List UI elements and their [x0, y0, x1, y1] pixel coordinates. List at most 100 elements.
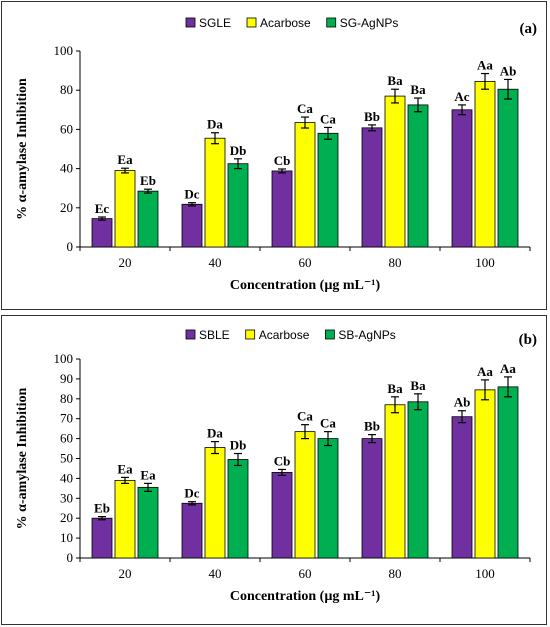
data-label: Dc — [184, 486, 199, 501]
panel-label: (a) — [520, 21, 538, 37]
x-tick-label: 20 — [119, 255, 132, 270]
legend-label: SB-AgNPs — [338, 328, 395, 342]
y-tick-label: 30 — [60, 490, 73, 505]
y-tick-label: 50 — [60, 451, 73, 466]
x-tick-label: 100 — [475, 255, 495, 270]
y-tick-label: 80 — [60, 391, 73, 406]
chart-panel-b: 0 10 20 30 40 50 60 70 80 90 100 20 Eb Ea Ea 40 Dc Da Db 60… — [1, 315, 547, 625]
x-tick-label: 20 — [119, 566, 132, 581]
y-tick-label: 60 — [60, 121, 73, 136]
bar — [407, 401, 429, 559]
y-axis-title: % α-amylase Inhibition — [15, 78, 30, 220]
y-axis-title: % α-amylase Inhibition — [15, 387, 30, 529]
legend-label: Acarbose — [260, 16, 311, 30]
data-label: Da — [207, 117, 223, 132]
x-axis-title: Concentration (µg mL⁻¹) — [230, 278, 381, 293]
bar — [204, 137, 226, 248]
x-tick-label: 60 — [299, 255, 312, 270]
chart-panel-a: 0 20 40 60 80 100 20 Ec Ea Eb 40 Dc Da Db 60 Cb Ca Ca 80 Bb… — [1, 1, 547, 310]
y-tick-label: 10 — [60, 530, 73, 545]
data-label: Ba — [410, 82, 426, 97]
data-label: Ca — [320, 416, 336, 431]
data-label: Ca — [297, 101, 313, 116]
bar — [294, 431, 316, 559]
x-tick-label: 80 — [389, 255, 402, 270]
bar — [204, 447, 226, 559]
legend-swatch — [246, 17, 257, 28]
data-label: Ba — [387, 381, 403, 396]
y-tick-label: 0 — [67, 239, 74, 254]
y-tick-label: 20 — [60, 510, 73, 525]
data-label: Dc — [184, 187, 199, 202]
bar — [451, 416, 473, 559]
bar — [384, 404, 406, 559]
data-label: Ca — [297, 409, 313, 424]
x-tick-label: 100 — [475, 566, 495, 581]
bar — [451, 109, 473, 248]
bar — [271, 472, 293, 559]
data-label: Ec — [95, 201, 110, 216]
bar — [91, 517, 113, 559]
legend-swatch — [326, 17, 337, 28]
data-label: Ca — [320, 111, 336, 126]
data-label: Aa — [500, 361, 516, 376]
bar — [497, 386, 519, 559]
legend-label: SG-AgNPs — [340, 16, 399, 30]
data-label: Db — [230, 143, 247, 158]
bar — [227, 459, 249, 559]
bar — [361, 438, 383, 559]
bar — [137, 190, 159, 248]
bar — [317, 438, 339, 559]
data-label: Ea — [140, 467, 156, 482]
data-label: Aa — [477, 364, 493, 379]
y-tick-label: 0 — [67, 550, 74, 565]
bar — [114, 170, 136, 248]
data-label: Ba — [387, 73, 403, 88]
y-tick-label: 40 — [60, 470, 73, 485]
x-tick-label: 40 — [209, 566, 222, 581]
x-axis-title: Concentration (µg mL⁻¹) — [230, 589, 381, 604]
data-label: Ea — [117, 461, 133, 476]
y-tick-label: 70 — [60, 411, 73, 426]
x-tick-label: 40 — [209, 255, 222, 270]
bar — [317, 132, 339, 248]
y-tick-label: 80 — [60, 82, 73, 97]
data-label: Ab — [500, 63, 517, 78]
bar — [114, 479, 136, 559]
y-tick-label: 100 — [54, 351, 74, 366]
legend-label: Acarbose — [259, 328, 310, 342]
legend-label: SBLE — [199, 328, 230, 342]
bar — [497, 88, 519, 248]
bar — [384, 95, 406, 248]
y-tick-label: 100 — [54, 43, 74, 58]
bar — [294, 122, 316, 248]
bar — [407, 104, 429, 248]
bar — [474, 389, 496, 559]
data-label: Ba — [410, 378, 426, 393]
x-tick-label: 60 — [299, 566, 312, 581]
data-label: Cb — [274, 153, 291, 168]
bar — [271, 170, 293, 248]
legend-label: SGLE — [199, 16, 231, 30]
data-label: Eb — [94, 501, 110, 516]
legend-swatch — [185, 329, 196, 340]
bar — [227, 163, 249, 248]
data-label: Eb — [140, 173, 156, 188]
y-tick-label: 20 — [60, 200, 73, 215]
data-label: Bb — [364, 109, 380, 124]
data-label: Ac — [454, 89, 469, 104]
chart-a-svg: 0 20 40 60 80 100 20 Ec Ea Eb 40 Dc Da Db 60 Cb Ca Ca 80 Bb… — [15, 16, 538, 293]
y-tick-label: 60 — [60, 431, 73, 446]
bar — [91, 218, 113, 248]
data-label: Cb — [274, 453, 291, 468]
y-tick-label: 40 — [60, 161, 73, 176]
panel-label: (b) — [519, 332, 537, 348]
legend-swatch — [245, 329, 256, 340]
data-label: Da — [207, 426, 223, 441]
x-tick-label: 80 — [389, 566, 402, 581]
legend-swatch — [324, 329, 335, 340]
data-label: Db — [230, 438, 247, 453]
bar — [181, 203, 203, 248]
legend-swatch — [185, 17, 196, 28]
bar — [474, 80, 496, 248]
